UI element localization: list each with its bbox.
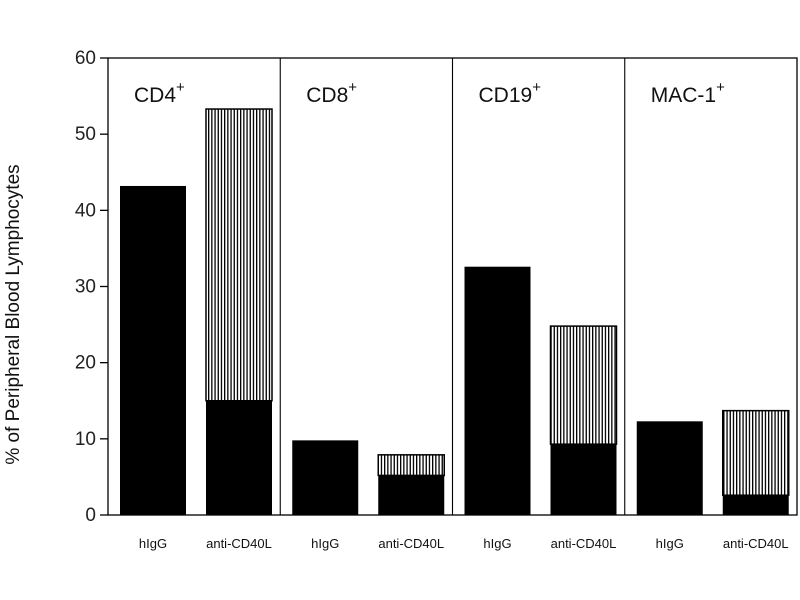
x-category-label: anti-CD40L bbox=[723, 536, 789, 551]
panel-label-superscript: + bbox=[176, 79, 185, 96]
panel-label-name: CD8 bbox=[306, 84, 348, 107]
x-category-label: anti-CD40L bbox=[378, 536, 444, 551]
bar-solid-segment bbox=[550, 444, 617, 515]
panel-label-superscript: + bbox=[716, 79, 725, 96]
bar-solid-segment bbox=[120, 185, 186, 515]
bar-solid-segment bbox=[636, 421, 703, 515]
panel-label: CD8+ bbox=[306, 79, 357, 107]
panel-label-name: CD4 bbox=[134, 84, 176, 107]
x-category-label: anti-CD40L bbox=[551, 536, 617, 551]
y-tick-label: 60 bbox=[75, 48, 96, 69]
bar-solid-segment bbox=[722, 495, 789, 515]
bar-hatched-segment bbox=[549, 325, 618, 445]
panel-label: CD19+ bbox=[479, 79, 542, 107]
panel-label: CD4+ bbox=[134, 79, 185, 107]
panel-label-name: MAC-1 bbox=[651, 84, 716, 107]
y-axis-label: % of Peripheral Blood Lymphocytes bbox=[3, 164, 24, 464]
panel-label-superscript: + bbox=[532, 79, 541, 96]
bar-solid-segment bbox=[292, 440, 359, 515]
y-tick-label: 50 bbox=[75, 124, 96, 145]
bars-layer bbox=[120, 108, 790, 515]
y-tick-label: 30 bbox=[75, 277, 96, 298]
y-tick-label: 40 bbox=[75, 200, 96, 221]
x-category-label: anti-CD40L bbox=[206, 536, 272, 551]
y-tick-label: 10 bbox=[75, 429, 96, 450]
bar-hatched-segment bbox=[377, 454, 445, 477]
x-category-label: hIgG bbox=[656, 536, 684, 551]
y-tick-label: 20 bbox=[75, 353, 96, 374]
bar-solid-segment bbox=[378, 475, 445, 515]
bar-solid-segment bbox=[206, 400, 272, 515]
bar-hatched-segment bbox=[722, 409, 790, 496]
labels-layer: 0 10 20 30 40 50 60 % of Peripheral Blood Lymph… bbox=[3, 48, 789, 551]
bar-solid-segment bbox=[464, 266, 531, 515]
y-tick-label: 0 bbox=[85, 505, 96, 526]
x-category-label: hIgG bbox=[483, 536, 511, 551]
x-category-label: hIgG bbox=[139, 536, 167, 551]
x-category-label: hIgG bbox=[311, 536, 339, 551]
panel-label-superscript: + bbox=[348, 79, 357, 96]
panel-label: MAC-1+ bbox=[651, 79, 725, 107]
plot-frame-layer bbox=[100, 57, 798, 516]
panel-label-name: CD19 bbox=[479, 84, 533, 107]
bar-hatched-segment bbox=[205, 108, 273, 402]
